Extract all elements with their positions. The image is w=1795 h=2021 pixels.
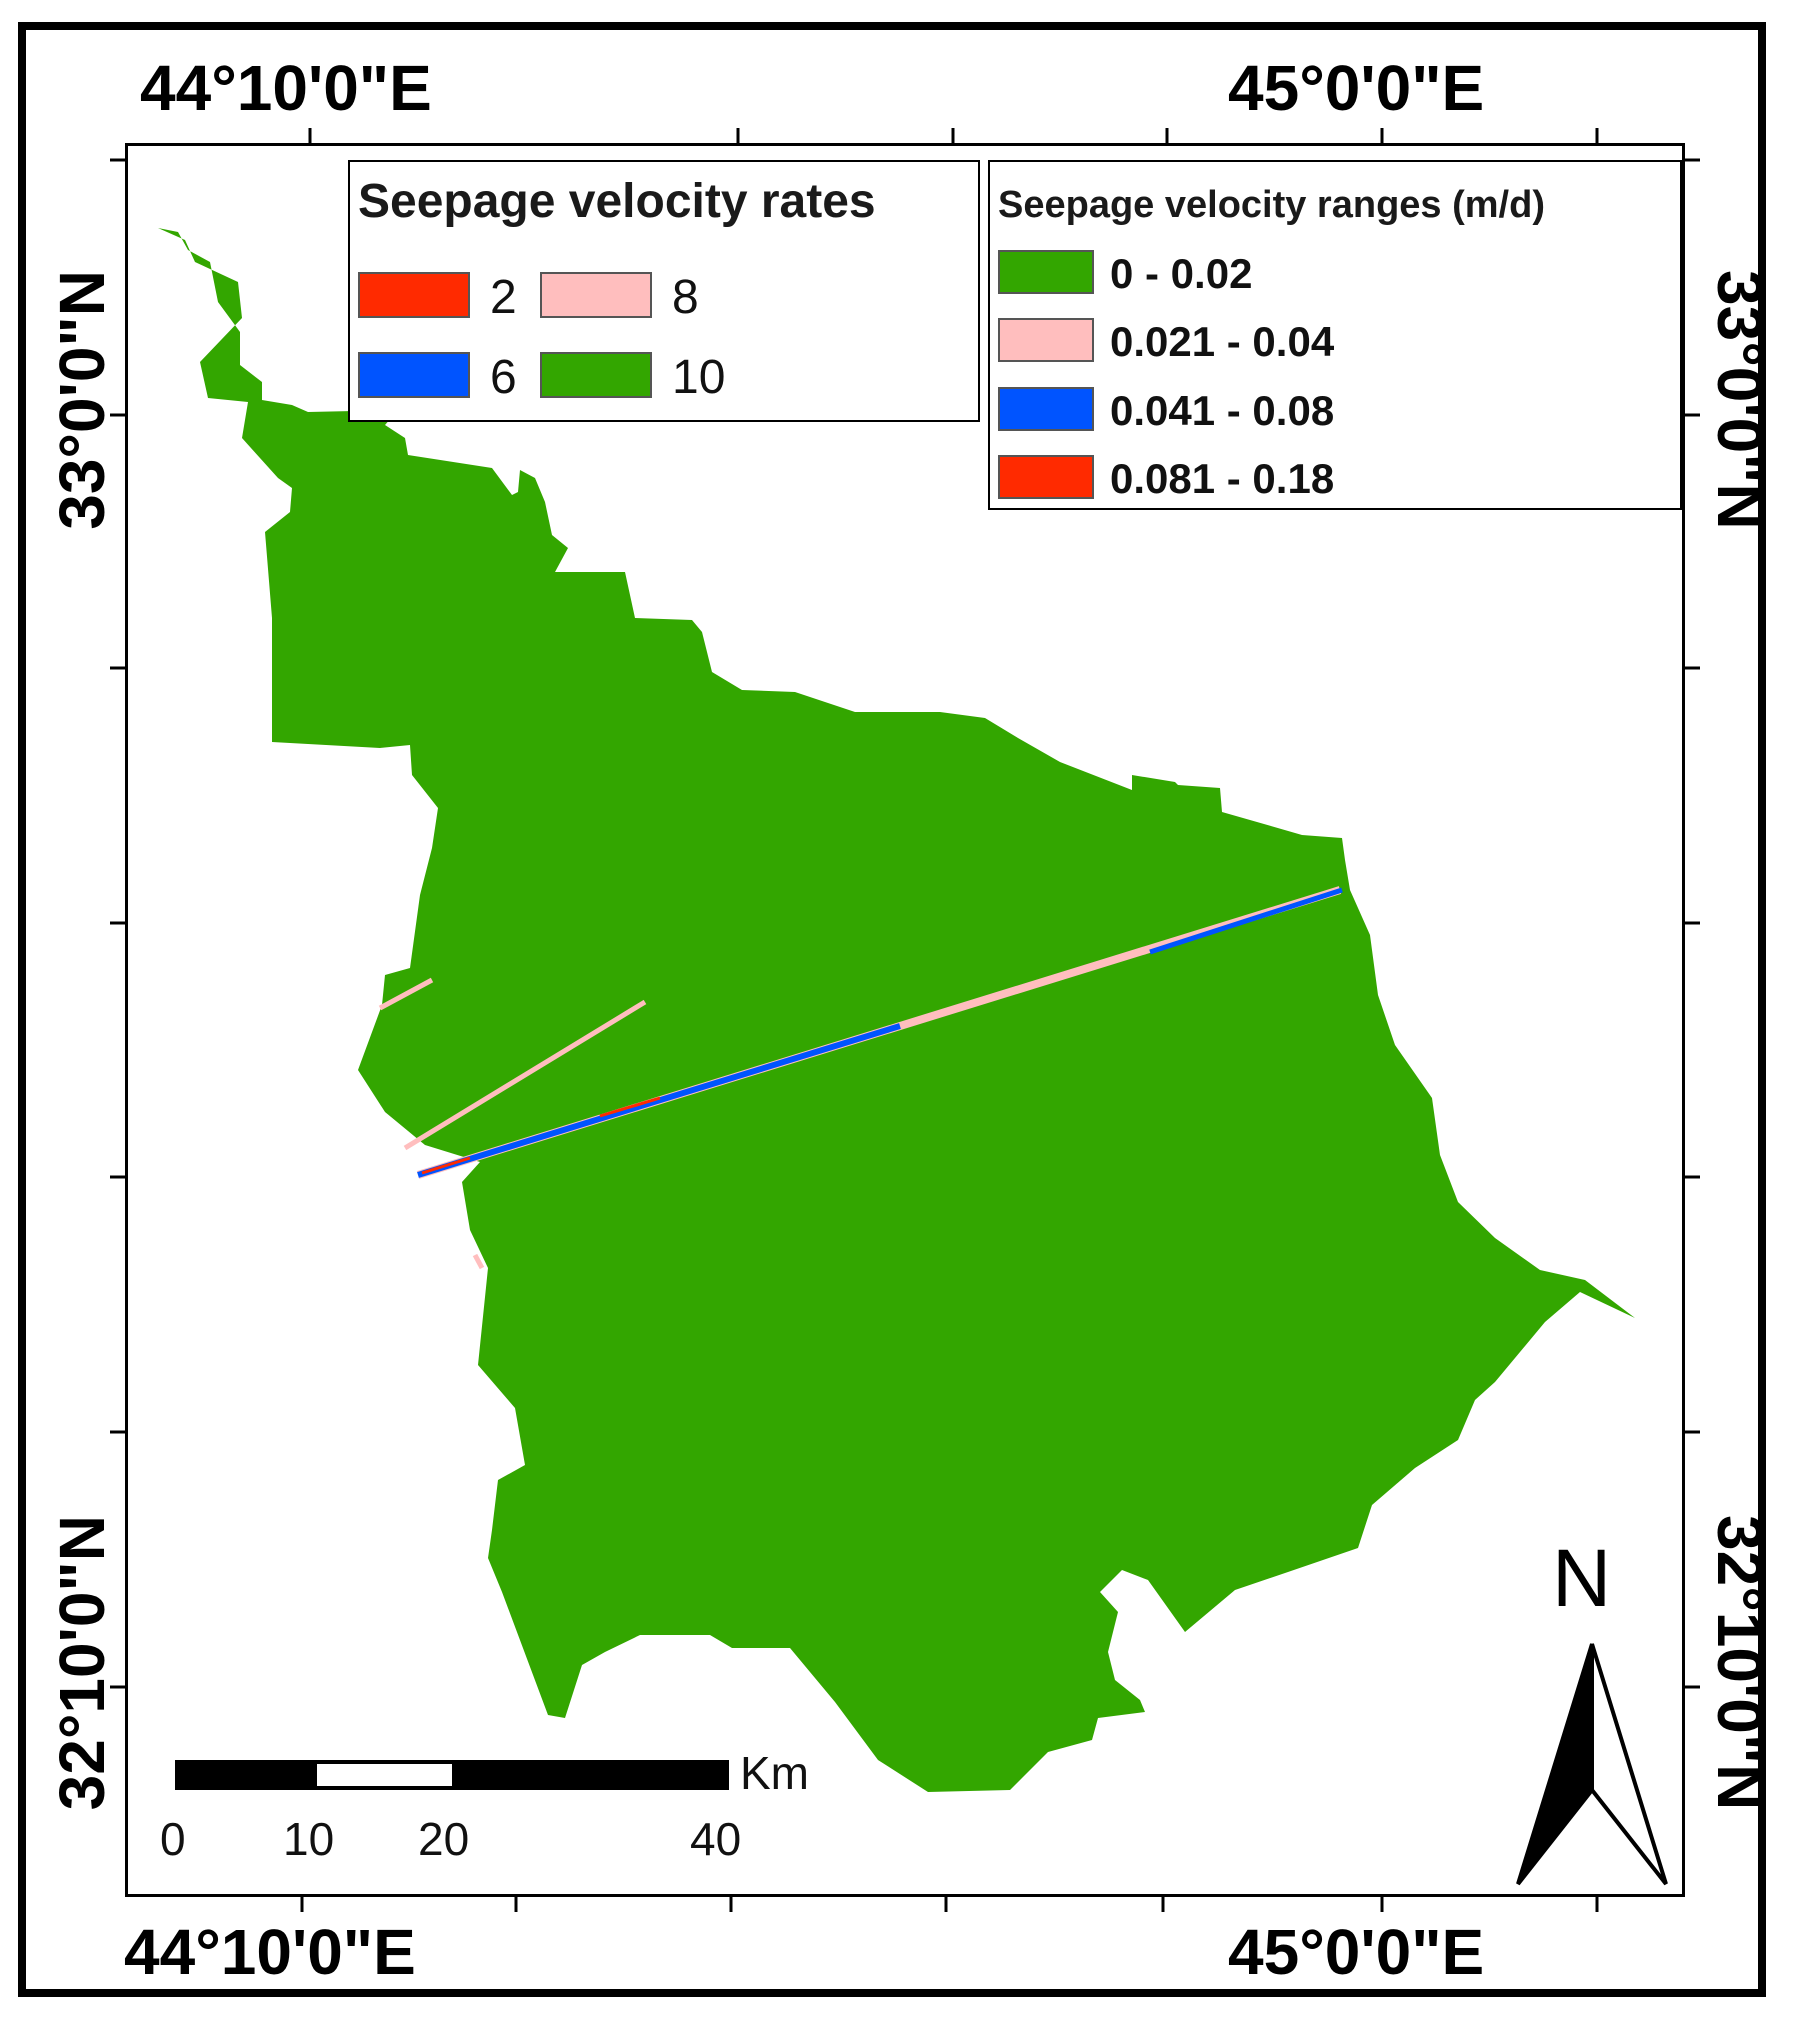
channel-pink-short [378,977,434,1011]
legend-rates-label: 2 [490,271,517,324]
channel-pink-branch [403,999,647,1151]
legend-rates-label: 6 [490,351,517,404]
legend-ranges-swatch [998,318,1094,362]
channel-blue-east [1149,887,1343,955]
scale-bar-unit: Km [740,1747,809,1799]
scale-bar [175,1760,735,1794]
scale-bar-label: 10 [283,1813,335,1865]
coord-bottom-right: 45°0'0"E [1228,1916,1485,1988]
legend-ranges-title: Seepage velocity ranges (m/d) [998,184,1545,226]
legend-ranges-swatch [998,250,1094,294]
legend-ranges-label: 0.081 - 0.18 [1110,455,1335,502]
coord-top-right: 45°0'0"E [1228,52,1485,124]
legend-rates-swatch [540,352,652,398]
coord-right-bottom: 32°10'0"N [1704,1515,1776,1811]
legend-ranges-label: 0.041 - 0.08 [1110,387,1335,434]
legend-ranges-label: 0 - 0.02 [1110,250,1253,297]
legend-rates: Seepage velocity rates 2 8 6 10 [348,160,980,422]
channel-pink-dot [472,1253,485,1270]
legend-rates-label: 10 [672,351,726,404]
channel-blue-west [417,1023,901,1178]
outer-frame [18,22,1766,1997]
legend-rates-swatch [540,272,652,318]
legend-ranges: Seepage velocity ranges (m/d) 0 - 0.02 0… [988,160,1682,510]
map-canvas [158,228,1635,1792]
scale-bar-label: 20 [418,1813,470,1865]
coord-top-left: 44°10'0"E [140,52,432,124]
scale-bar-white-segment [317,1764,452,1786]
scale-bar-outline [175,1760,729,1790]
legend-rates-label: 8 [672,271,699,324]
seepage-channels [378,886,1343,1270]
scale-bar-label: 40 [690,1813,742,1865]
legend-ranges-swatch [998,455,1094,499]
channel-red-segment [421,1156,471,1175]
scale-bar-label: 0 [160,1813,186,1865]
map-frame [125,143,1685,1897]
channel-red-segment [599,1096,661,1118]
coord-right-top: 33°0'0"N [1704,270,1776,530]
legend-rates-swatch [358,352,470,398]
legend-rates-title: Seepage velocity rates [358,175,876,228]
legend-rates-swatch [358,272,470,318]
north-arrow-icon [1516,1643,1668,1886]
legend-ranges-label: 0.021 - 0.04 [1110,318,1335,365]
north-label: N [1552,1533,1612,1624]
coord-bottom-left: 44°10'0"E [124,1916,416,1988]
study-region [158,228,1635,1792]
legend-ranges-swatch [998,387,1094,431]
